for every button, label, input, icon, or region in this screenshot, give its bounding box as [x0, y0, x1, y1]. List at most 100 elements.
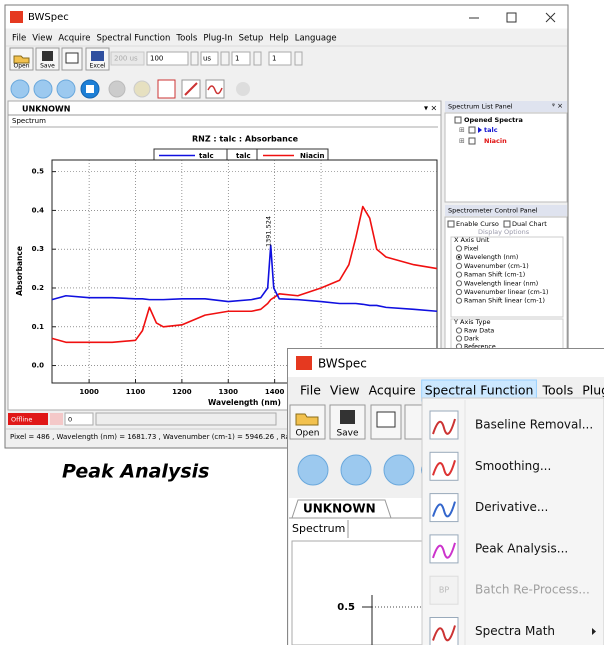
button-label: Open [295, 429, 319, 439]
title-bar [6, 6, 568, 29]
legend-label: Niacin [300, 152, 325, 160]
button-label: Open [13, 63, 29, 70]
option-label: Wavenumber (cm-1) [464, 263, 529, 270]
x-tick-label: 1300 [219, 388, 239, 396]
tree-item[interactable]: Niacin [484, 137, 507, 145]
field-text: 1 [272, 55, 276, 63]
x-axis-label: Wavelength (nm) [208, 398, 281, 407]
screenshot: BWSpec File View Acquire Spectral Function T… [0, 0, 604, 645]
radio[interactable] [456, 336, 461, 341]
y-tick-label: 0.2 [32, 284, 45, 292]
checkbox[interactable] [469, 127, 475, 133]
checkbox[interactable] [504, 221, 510, 227]
menu-item: Batch Re-Process... [475, 583, 590, 597]
document-tab[interactable]: UNKNOWN [22, 105, 70, 114]
menu-item[interactable]: Help [269, 34, 288, 44]
menu-item[interactable]: Spectra Math [475, 624, 555, 638]
menu-item[interactable]: Acquire [369, 383, 416, 398]
menu-item[interactable]: Tools [175, 34, 198, 44]
acquire-button[interactable] [34, 80, 52, 98]
spinner[interactable] [191, 52, 198, 65]
menu-item[interactable]: Spectral Function [96, 34, 170, 44]
menu-item[interactable]: Derivative... [475, 500, 548, 514]
page: body { margin: 0; background: #fff; font… [0, 0, 604, 645]
spinner[interactable] [254, 52, 261, 65]
radio[interactable] [456, 289, 461, 294]
legend-label: talc [236, 152, 251, 160]
save-icon [340, 410, 355, 424]
menu-item[interactable]: File [300, 383, 321, 398]
chart-area [292, 541, 432, 645]
menu-item[interactable]: File [12, 34, 26, 44]
menu-item[interactable]: View [330, 383, 360, 398]
radio[interactable] [456, 298, 461, 303]
app-icon [10, 11, 23, 23]
status-cell [50, 413, 63, 425]
view-tab[interactable]: Spectrum [292, 522, 345, 535]
acquire-button[interactable] [11, 80, 29, 98]
disabled-button [236, 82, 250, 96]
option-label: Pixel [464, 246, 479, 253]
option-label: Dark [464, 336, 479, 343]
button-label: Excel [90, 63, 106, 70]
tab-controls[interactable]: ▾ × [424, 104, 437, 113]
dropdown-button[interactable] [221, 52, 229, 65]
option-label: Raman Shift linear (cm-1) [464, 298, 545, 305]
menu-item[interactable]: Plug [582, 383, 604, 398]
option-label: Wavenumber linear (cm-1) [464, 289, 548, 296]
radio[interactable] [456, 281, 461, 286]
acquire-button[interactable] [384, 455, 414, 485]
tree-root: Opened Spectra [464, 116, 523, 124]
menu-item[interactable]: View [32, 34, 52, 44]
menu-item[interactable]: Smoothing... [475, 459, 551, 473]
group-title: X Axis Unit [454, 236, 490, 244]
y-axis-label: Absorbance [15, 246, 24, 296]
chart-title: RNZ : talc : Absorbance [192, 135, 299, 144]
acquire-button[interactable] [298, 455, 328, 485]
x-tick-label: 1000 [79, 388, 99, 396]
panel-controls[interactable]: ᵠ × [552, 102, 563, 110]
app-icon [296, 356, 312, 370]
checkbox[interactable] [455, 117, 461, 123]
caption: Peak Analysis [62, 461, 209, 483]
status-state: Offline [11, 416, 32, 424]
peak-annotation: 1391.524 [265, 216, 273, 247]
menu-item[interactable]: Peak Analysis... [475, 541, 568, 555]
y-tick-label: 0.0 [32, 362, 45, 370]
spinner[interactable] [295, 52, 302, 65]
menu-item[interactable]: Plug-In [203, 34, 232, 44]
status-count: 0 [68, 416, 72, 424]
disabled-button [134, 81, 150, 97]
option-label: Wavelength (nm) [464, 254, 518, 261]
radio[interactable] [456, 328, 461, 333]
x-tick-label: 1200 [172, 388, 192, 396]
window-title: BWSpec [318, 357, 367, 371]
radio[interactable] [456, 272, 461, 277]
view-tab[interactable]: Spectrum [12, 117, 46, 125]
radio[interactable] [456, 263, 461, 268]
y-tick-label: 0.5 [32, 168, 45, 176]
y-tick-label: 0.4 [32, 206, 45, 214]
checkbox[interactable] [448, 221, 454, 227]
menu-item[interactable]: Acquire [58, 34, 90, 44]
field-text: 200 us [114, 55, 138, 63]
tree-item[interactable]: talc [484, 126, 498, 134]
radio[interactable] [456, 246, 461, 251]
body: { "main_window": { "title": "BWSpec", "m… [0, 0, 604, 645]
axis-label: 0.5 [337, 602, 355, 613]
menu-item[interactable]: Spectral Function [425, 383, 534, 398]
menu-item[interactable]: Tools [541, 383, 573, 398]
tree-expander: ⊞ [459, 126, 465, 134]
acquire-button[interactable] [341, 455, 371, 485]
checkbox[interactable] [469, 138, 475, 144]
menu-item[interactable]: Baseline Removal... [475, 418, 593, 432]
button-label: Save [40, 63, 55, 70]
menu-item[interactable]: Language [295, 34, 337, 44]
document-tab[interactable]: UNKNOWN [303, 502, 376, 516]
group-title: Y Axis Type [453, 318, 491, 326]
reference-button[interactable] [158, 80, 175, 98]
menu-item[interactable]: Setup [239, 34, 264, 44]
acquire-button[interactable] [57, 80, 75, 98]
option-label: Raman Shift (cm-1) [464, 272, 525, 279]
y-tick-label: 0.3 [32, 245, 45, 253]
